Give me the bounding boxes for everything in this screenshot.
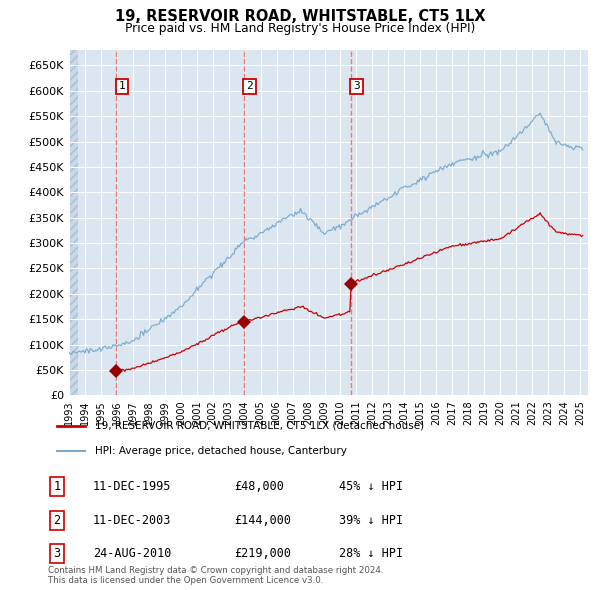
Text: 3: 3 — [53, 547, 61, 560]
Text: 2: 2 — [246, 81, 253, 91]
Text: 1: 1 — [118, 81, 125, 91]
Bar — [69, 50, 78, 395]
Text: 11-DEC-2003: 11-DEC-2003 — [93, 514, 172, 527]
Text: 1: 1 — [53, 480, 61, 493]
Text: £48,000: £48,000 — [234, 480, 284, 493]
Text: 24-AUG-2010: 24-AUG-2010 — [93, 547, 172, 560]
Text: £219,000: £219,000 — [234, 547, 291, 560]
Text: 45% ↓ HPI: 45% ↓ HPI — [339, 480, 403, 493]
Text: Price paid vs. HM Land Registry's House Price Index (HPI): Price paid vs. HM Land Registry's House … — [125, 22, 475, 35]
Text: 28% ↓ HPI: 28% ↓ HPI — [339, 547, 403, 560]
Text: 39% ↓ HPI: 39% ↓ HPI — [339, 514, 403, 527]
Text: 2: 2 — [53, 514, 61, 527]
Text: 19, RESERVOIR ROAD, WHITSTABLE, CT5 1LX: 19, RESERVOIR ROAD, WHITSTABLE, CT5 1LX — [115, 9, 485, 24]
Text: HPI: Average price, detached house, Canterbury: HPI: Average price, detached house, Cant… — [95, 445, 347, 455]
Text: £144,000: £144,000 — [234, 514, 291, 527]
Text: Contains HM Land Registry data © Crown copyright and database right 2024.
This d: Contains HM Land Registry data © Crown c… — [48, 566, 383, 585]
Text: 19, RESERVOIR ROAD, WHITSTABLE, CT5 1LX (detached house): 19, RESERVOIR ROAD, WHITSTABLE, CT5 1LX … — [95, 421, 424, 431]
Text: 11-DEC-1995: 11-DEC-1995 — [93, 480, 172, 493]
Text: 3: 3 — [353, 81, 360, 91]
